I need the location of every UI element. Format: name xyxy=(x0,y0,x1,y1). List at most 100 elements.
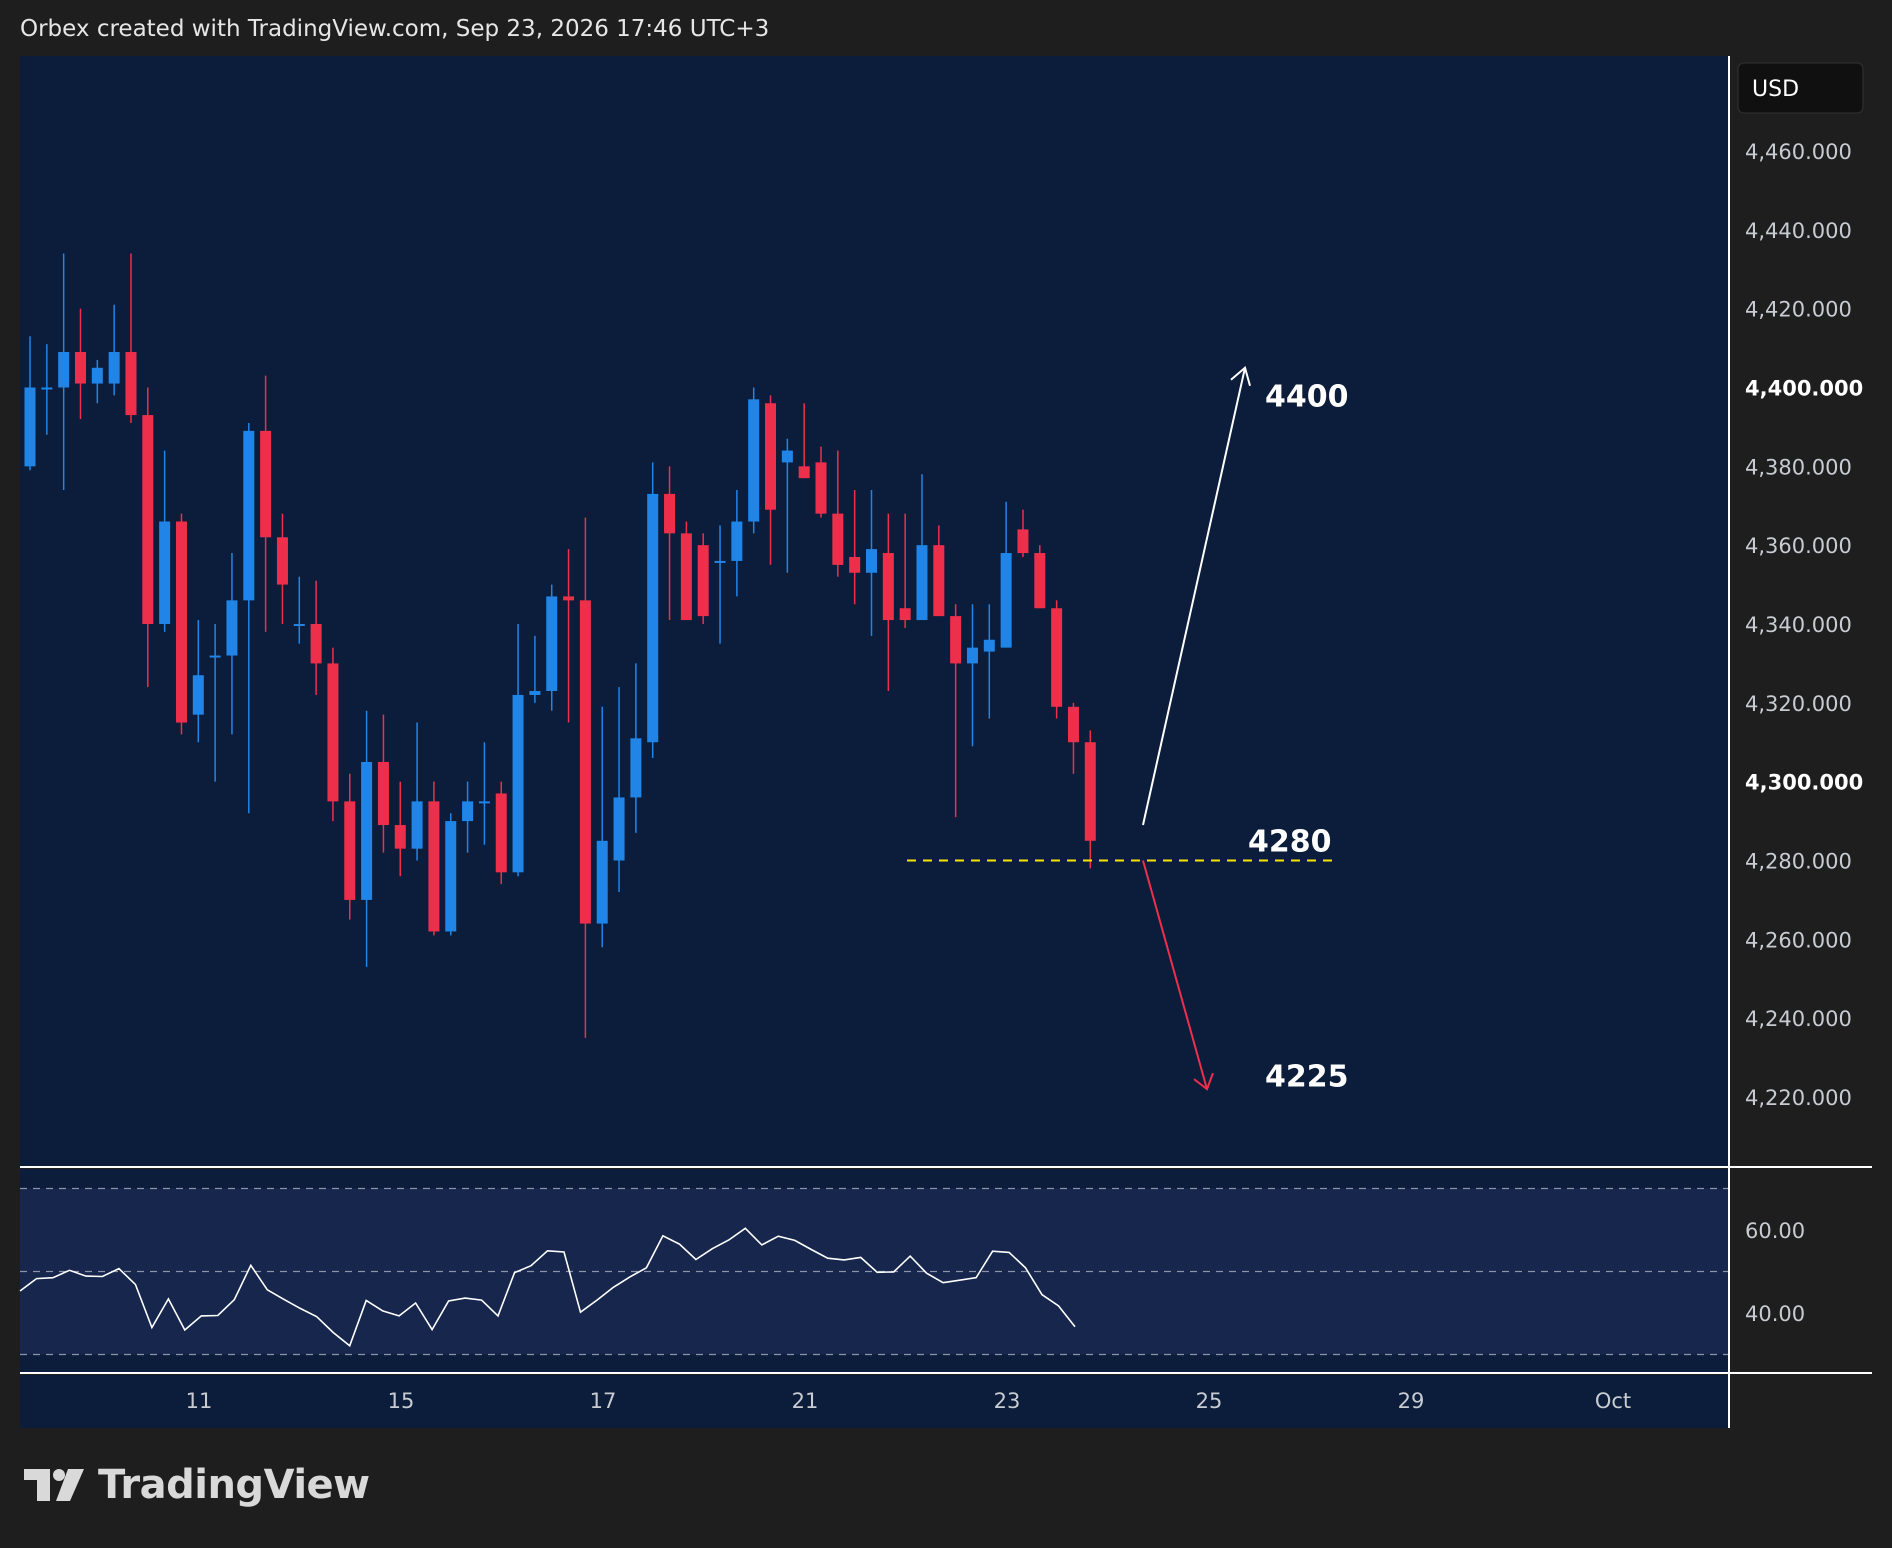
time-axis[interactable] xyxy=(20,1375,1728,1428)
candle[interactable] xyxy=(1067,702,1079,774)
candle[interactable] xyxy=(748,387,760,534)
candle[interactable] xyxy=(966,604,978,747)
candle[interactable] xyxy=(495,781,507,885)
annotations-layer: 4400 4280 4225 xyxy=(907,366,1349,1094)
candle[interactable] xyxy=(462,781,474,853)
price-tick-label: 4,340.000 xyxy=(1745,613,1852,637)
candle[interactable] xyxy=(192,620,204,743)
candle[interactable] xyxy=(832,450,844,577)
arrow-down-target[interactable] xyxy=(1142,860,1214,1091)
candle[interactable] xyxy=(664,466,676,621)
tradingview-brand[interactable]: TradingView xyxy=(24,1462,370,1508)
candle[interactable] xyxy=(411,722,423,861)
candle[interactable] xyxy=(260,375,272,632)
candle[interactable] xyxy=(680,521,692,621)
candle-body xyxy=(680,533,692,621)
candle[interactable] xyxy=(226,553,238,735)
rsi-band xyxy=(20,1188,1728,1355)
candle-body xyxy=(462,801,474,822)
candle[interactable] xyxy=(950,604,962,818)
candle[interactable] xyxy=(159,450,171,632)
candle-body xyxy=(630,738,642,798)
time-tick-label: 21 xyxy=(792,1389,819,1413)
candle[interactable] xyxy=(41,344,53,435)
candle-body xyxy=(495,793,507,873)
candle[interactable] xyxy=(58,253,70,490)
candle[interactable] xyxy=(91,359,103,404)
candle[interactable] xyxy=(327,647,339,822)
candle[interactable] xyxy=(697,533,709,624)
candle[interactable] xyxy=(1051,600,1063,719)
candle-body xyxy=(529,691,541,695)
candle[interactable] xyxy=(933,525,945,617)
candle[interactable] xyxy=(714,525,726,644)
candle-body xyxy=(1051,608,1063,707)
candle[interactable] xyxy=(815,446,827,518)
candle-body xyxy=(748,399,760,522)
price-tick-label: 4,260.000 xyxy=(1745,928,1852,952)
candle[interactable] xyxy=(899,513,911,628)
candle[interactable] xyxy=(209,624,221,782)
candle[interactable] xyxy=(1000,501,1012,648)
candle[interactable] xyxy=(243,422,255,814)
currency-badge[interactable]: USD xyxy=(1737,62,1864,114)
candle[interactable] xyxy=(596,706,608,948)
candle[interactable] xyxy=(125,253,137,423)
candle-body xyxy=(209,655,221,658)
candle[interactable] xyxy=(361,710,373,967)
price-pane[interactable] xyxy=(20,56,1728,1167)
candle[interactable] xyxy=(377,714,389,853)
candle-body xyxy=(983,639,995,652)
arrow-up-target[interactable] xyxy=(1142,366,1251,826)
candle[interactable] xyxy=(1034,545,1046,609)
candle[interactable] xyxy=(478,742,490,845)
candle-body xyxy=(781,450,793,463)
candle[interactable] xyxy=(798,403,810,479)
candle[interactable] xyxy=(74,308,86,420)
candle-body xyxy=(664,493,676,534)
chart-attribution: Orbex created with TradingView.com, Sep … xyxy=(20,16,770,42)
candle[interactable] xyxy=(866,489,877,636)
candle[interactable] xyxy=(108,304,120,396)
candle[interactable] xyxy=(916,474,928,621)
candle[interactable] xyxy=(276,513,288,624)
arrow-down-shaft xyxy=(1142,860,1208,1090)
target-up-label: 4400 xyxy=(1265,380,1349,415)
candle[interactable] xyxy=(175,513,187,735)
price-axis[interactable]: 4,460.000 4,440.000 4,420.000 4,400.000 4,38… xyxy=(1745,140,1863,1110)
candle-body xyxy=(411,801,423,849)
candle-body xyxy=(293,624,305,626)
candle[interactable] xyxy=(882,513,894,692)
candle[interactable] xyxy=(781,438,793,573)
candle[interactable] xyxy=(512,624,524,877)
candle[interactable] xyxy=(445,813,457,936)
candle[interactable] xyxy=(579,517,591,1038)
candle-body xyxy=(310,624,322,664)
candle[interactable] xyxy=(293,576,305,644)
candle[interactable] xyxy=(1084,730,1096,869)
candle[interactable] xyxy=(142,387,154,688)
candle[interactable] xyxy=(983,604,995,719)
candle[interactable] xyxy=(630,663,642,833)
candle[interactable] xyxy=(563,549,575,723)
candle[interactable] xyxy=(394,781,406,877)
candle-body xyxy=(226,600,238,656)
currency-badge-bg xyxy=(1737,62,1864,114)
candle-body xyxy=(579,600,591,924)
candle[interactable] xyxy=(310,580,322,695)
price-tick-label: 4,460.000 xyxy=(1745,140,1852,164)
candle[interactable] xyxy=(731,489,743,597)
candle-body xyxy=(849,556,861,573)
candle[interactable] xyxy=(765,395,777,565)
candle[interactable] xyxy=(529,635,541,703)
candle[interactable] xyxy=(849,489,861,605)
candle[interactable] xyxy=(428,781,440,936)
candle[interactable] xyxy=(344,773,356,920)
candle[interactable] xyxy=(546,584,558,711)
candle[interactable] xyxy=(24,336,36,471)
candle[interactable] xyxy=(647,462,659,759)
candle[interactable] xyxy=(1017,509,1029,557)
candle[interactable] xyxy=(613,687,625,893)
candles-layer xyxy=(24,253,1096,1038)
